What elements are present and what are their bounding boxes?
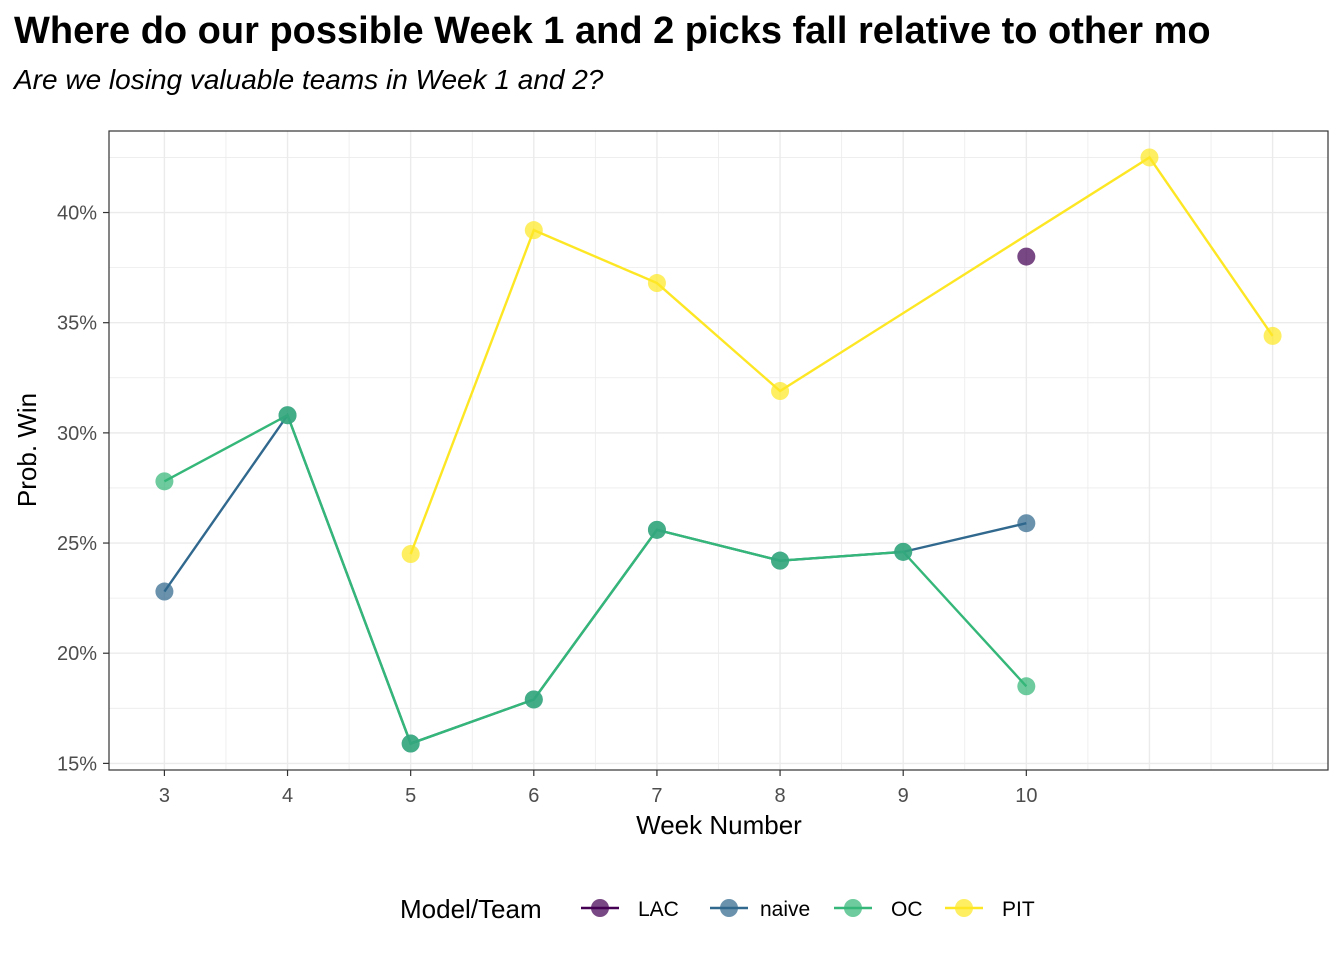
data-point-pit: [524, 221, 543, 240]
data-point-oc: [401, 734, 420, 753]
x-tick-label: 10: [1015, 785, 1037, 807]
data-point-pit: [1140, 148, 1159, 167]
x-axis-title: Week Number: [636, 810, 802, 840]
data-point-oc: [155, 472, 174, 491]
y-tick-label: 30%: [57, 423, 97, 445]
y-tick-label: 35%: [57, 313, 97, 335]
data-point-oc: [524, 690, 543, 709]
x-tick-label: 8: [775, 785, 786, 807]
x-tick-label: 6: [528, 785, 539, 807]
x-tick-label: 7: [651, 785, 662, 807]
x-tick-label: 4: [282, 785, 293, 807]
legend-label: OC: [891, 898, 923, 921]
y-tick-label: 40%: [57, 203, 97, 225]
y-tick-label: 20%: [57, 643, 97, 665]
x-tick-label: 9: [898, 785, 909, 807]
legend-label: PIT: [1002, 898, 1035, 921]
data-point-oc: [278, 406, 297, 425]
y-tick-label: 15%: [57, 753, 97, 775]
y-tick-label: 25%: [57, 533, 97, 555]
legend-label: LAC: [638, 898, 679, 921]
grid-lines: [109, 131, 1328, 770]
x-tick-label: 3: [159, 785, 170, 807]
data-point-lac: [1017, 247, 1036, 266]
data-point-pit: [647, 274, 666, 293]
data-point-naive: [1017, 514, 1036, 533]
chart-title: Where do our possible Week 1 and 2 picks…: [14, 10, 1211, 52]
data-point-oc: [1017, 677, 1036, 696]
axes: 3 4 5 6 7 8 9 10 15% 20% 25% 30% 35% 40%: [57, 203, 1037, 807]
legend-key-point: [955, 899, 973, 917]
x-tick-label: 5: [405, 785, 416, 807]
legend-key-point: [844, 899, 862, 917]
series-line-oc: [163, 413, 1028, 746]
series-line-pit: [409, 155, 1274, 555]
plot-panel-border: [108, 130, 1329, 771]
series-layer: [155, 148, 1282, 753]
data-point-pit: [771, 382, 790, 401]
chart-subtitle: Are we losing valuable teams in Week 1 a…: [14, 64, 604, 95]
data-point-pit: [401, 545, 420, 564]
data-point-oc: [894, 542, 913, 561]
data-point-naive: [155, 582, 174, 601]
legend-label: naive: [760, 898, 810, 921]
legend-title: Model/Team: [400, 894, 542, 924]
legend-key-point: [720, 899, 738, 917]
legend: Model/Team LAC naive OC PIT: [400, 894, 1035, 924]
y-axis-title: Prob. Win: [12, 393, 42, 507]
data-point-pit: [1263, 326, 1282, 345]
legend-key-point: [591, 899, 609, 917]
data-point-oc: [647, 520, 666, 539]
data-point-oc: [771, 551, 790, 570]
